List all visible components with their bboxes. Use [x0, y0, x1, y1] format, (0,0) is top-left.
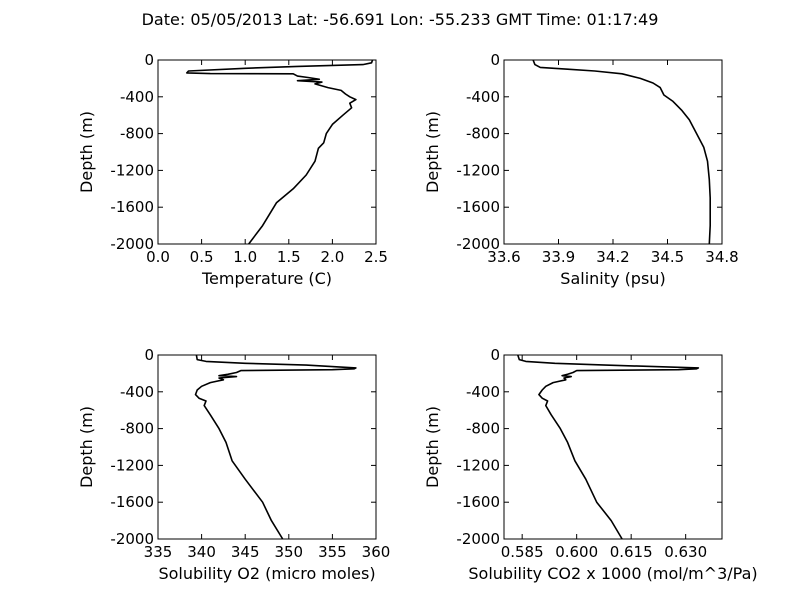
co2-y-tick-label: -800 — [466, 420, 500, 438]
temperature-profile-line — [186, 59, 374, 245]
salinity-x-axis-label: Salinity (psu) — [560, 269, 665, 288]
oxygen-y-tick-label: -400 — [120, 383, 154, 401]
salinity-y-axis-label: Depth (m) — [423, 111, 442, 193]
salinity-y-tick-label: -1600 — [456, 198, 500, 216]
temperature-x-tick-label: 2.0 — [320, 248, 344, 266]
salinity-y-tick-label: -1200 — [456, 161, 500, 179]
co2-x-tick-label: 0.615 — [610, 543, 653, 561]
co2-y-tick-label: -2000 — [456, 530, 500, 548]
salinity-x-tick-label: 34.5 — [651, 248, 684, 266]
temperature-y-tick-label: -800 — [120, 125, 154, 143]
temperature-y-tick-label: -400 — [120, 88, 154, 106]
co2-x-tick-label: 0.585 — [501, 543, 544, 561]
oxygen-y-tick-label: -800 — [120, 420, 154, 438]
oxygen-y-tick-label: -1200 — [110, 456, 154, 474]
co2-y-tick-label: -1200 — [456, 456, 500, 474]
salinity-x-tick-label: 33.6 — [487, 248, 520, 266]
oxygen-x-tick-label: 345 — [231, 543, 260, 561]
oxygen-y-axis-label: Depth (m) — [77, 406, 96, 488]
oxygen-y-tick-label: -1600 — [110, 493, 154, 511]
oxygen-y-tick-label: 0 — [144, 346, 154, 364]
temperature-x-tick-label: 2.5 — [364, 248, 388, 266]
temperature-y-tick-label: 0 — [144, 51, 154, 69]
temperature-x-tick-label: 0.0 — [146, 248, 170, 266]
temperature-y-axis-label: Depth (m) — [77, 111, 96, 193]
figure-title: Date: 05/05/2013 Lat: -56.691 Lon: -55.2… — [142, 10, 659, 29]
salinity-y-tick-label: -800 — [466, 125, 500, 143]
oxygen-profile-line — [194, 354, 357, 540]
co2-x-axis-label: Solubility CO2 x 1000 (mol/m^3/Pa) — [468, 564, 757, 583]
temperature-x-tick-label: 1.0 — [233, 248, 257, 266]
salinity-profile-line — [532, 59, 711, 245]
salinity-axes-frame — [503, 59, 723, 245]
temperature-x-axis-label: Temperature (C) — [201, 269, 332, 288]
oxygen-x-tick-label: 340 — [187, 543, 216, 561]
co2-x-tick-label: 0.630 — [664, 543, 707, 561]
oxygen-x-axis-label: Solubility O2 (micro moles) — [158, 564, 375, 583]
co2-y-axis-label: Depth (m) — [423, 406, 442, 488]
co2-x-tick-label: 0.600 — [555, 543, 598, 561]
oxygen-axes-frame — [157, 354, 377, 540]
oxygen-x-tick-label: 360 — [362, 543, 391, 561]
temperature-y-tick-label: -1600 — [110, 198, 154, 216]
salinity-y-tick-label: -400 — [466, 88, 500, 106]
oxygen-y-tick-label: -2000 — [110, 530, 154, 548]
salinity-y-tick-label: 0 — [490, 51, 500, 69]
co2-axes-frame — [503, 354, 723, 540]
co2-y-tick-label: -1600 — [456, 493, 500, 511]
temperature-y-tick-label: -1200 — [110, 161, 154, 179]
oxygen-x-tick-label: 350 — [274, 543, 303, 561]
salinity-y-tick-label: -2000 — [456, 235, 500, 253]
co2-profile-line — [517, 354, 700, 540]
oxygen-x-tick-label: 355 — [318, 543, 347, 561]
oxygen-x-tick-label: 335 — [144, 543, 173, 561]
salinity-x-tick-label: 33.9 — [542, 248, 575, 266]
co2-y-tick-label: -400 — [466, 383, 500, 401]
temperature-y-tick-label: -2000 — [110, 235, 154, 253]
temperature-x-tick-label: 0.5 — [190, 248, 214, 266]
co2-y-tick-label: 0 — [490, 346, 500, 364]
temperature-x-tick-label: 1.5 — [277, 248, 301, 266]
salinity-x-tick-label: 34.2 — [596, 248, 629, 266]
temperature-axes-frame — [157, 59, 377, 245]
salinity-x-tick-label: 34.8 — [705, 248, 738, 266]
